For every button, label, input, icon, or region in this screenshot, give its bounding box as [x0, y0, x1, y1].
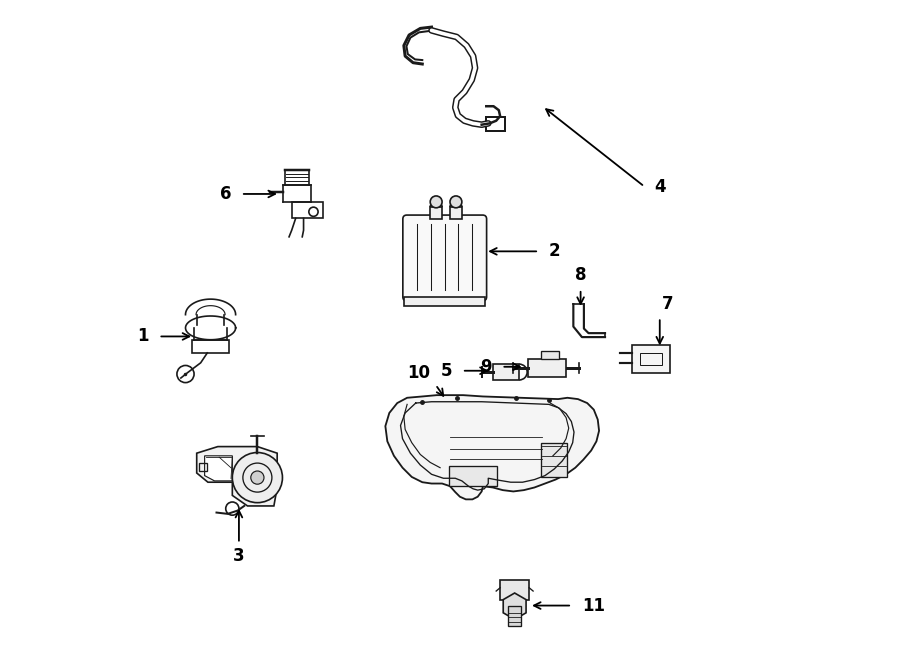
Circle shape — [450, 196, 462, 208]
Text: 11: 11 — [582, 597, 605, 615]
Bar — [450, 207, 462, 219]
Bar — [449, 467, 498, 486]
Polygon shape — [197, 447, 277, 506]
Text: 6: 6 — [220, 185, 231, 203]
FancyBboxPatch shape — [403, 215, 487, 301]
Bar — [430, 207, 442, 219]
Polygon shape — [204, 456, 232, 481]
Bar — [486, 117, 505, 132]
Text: 5: 5 — [440, 362, 452, 379]
Bar — [192, 340, 229, 353]
Text: 2: 2 — [549, 243, 561, 260]
Bar — [500, 580, 529, 600]
Bar — [541, 443, 567, 477]
Bar — [640, 353, 662, 365]
Circle shape — [232, 453, 283, 502]
Bar — [199, 463, 207, 471]
Bar — [292, 202, 323, 218]
Bar — [541, 351, 560, 359]
Text: 8: 8 — [575, 266, 587, 284]
Text: 7: 7 — [662, 295, 673, 313]
Bar — [493, 364, 519, 380]
Text: 3: 3 — [233, 547, 245, 565]
Circle shape — [251, 471, 264, 485]
Text: 10: 10 — [407, 364, 430, 382]
Text: 4: 4 — [654, 178, 666, 196]
Bar — [508, 606, 521, 626]
Text: 9: 9 — [480, 358, 491, 376]
Circle shape — [430, 196, 442, 208]
Bar — [404, 297, 485, 306]
Polygon shape — [503, 593, 526, 619]
Polygon shape — [385, 395, 599, 499]
Bar — [527, 359, 566, 377]
Text: 1: 1 — [137, 327, 148, 346]
Bar — [632, 345, 670, 373]
